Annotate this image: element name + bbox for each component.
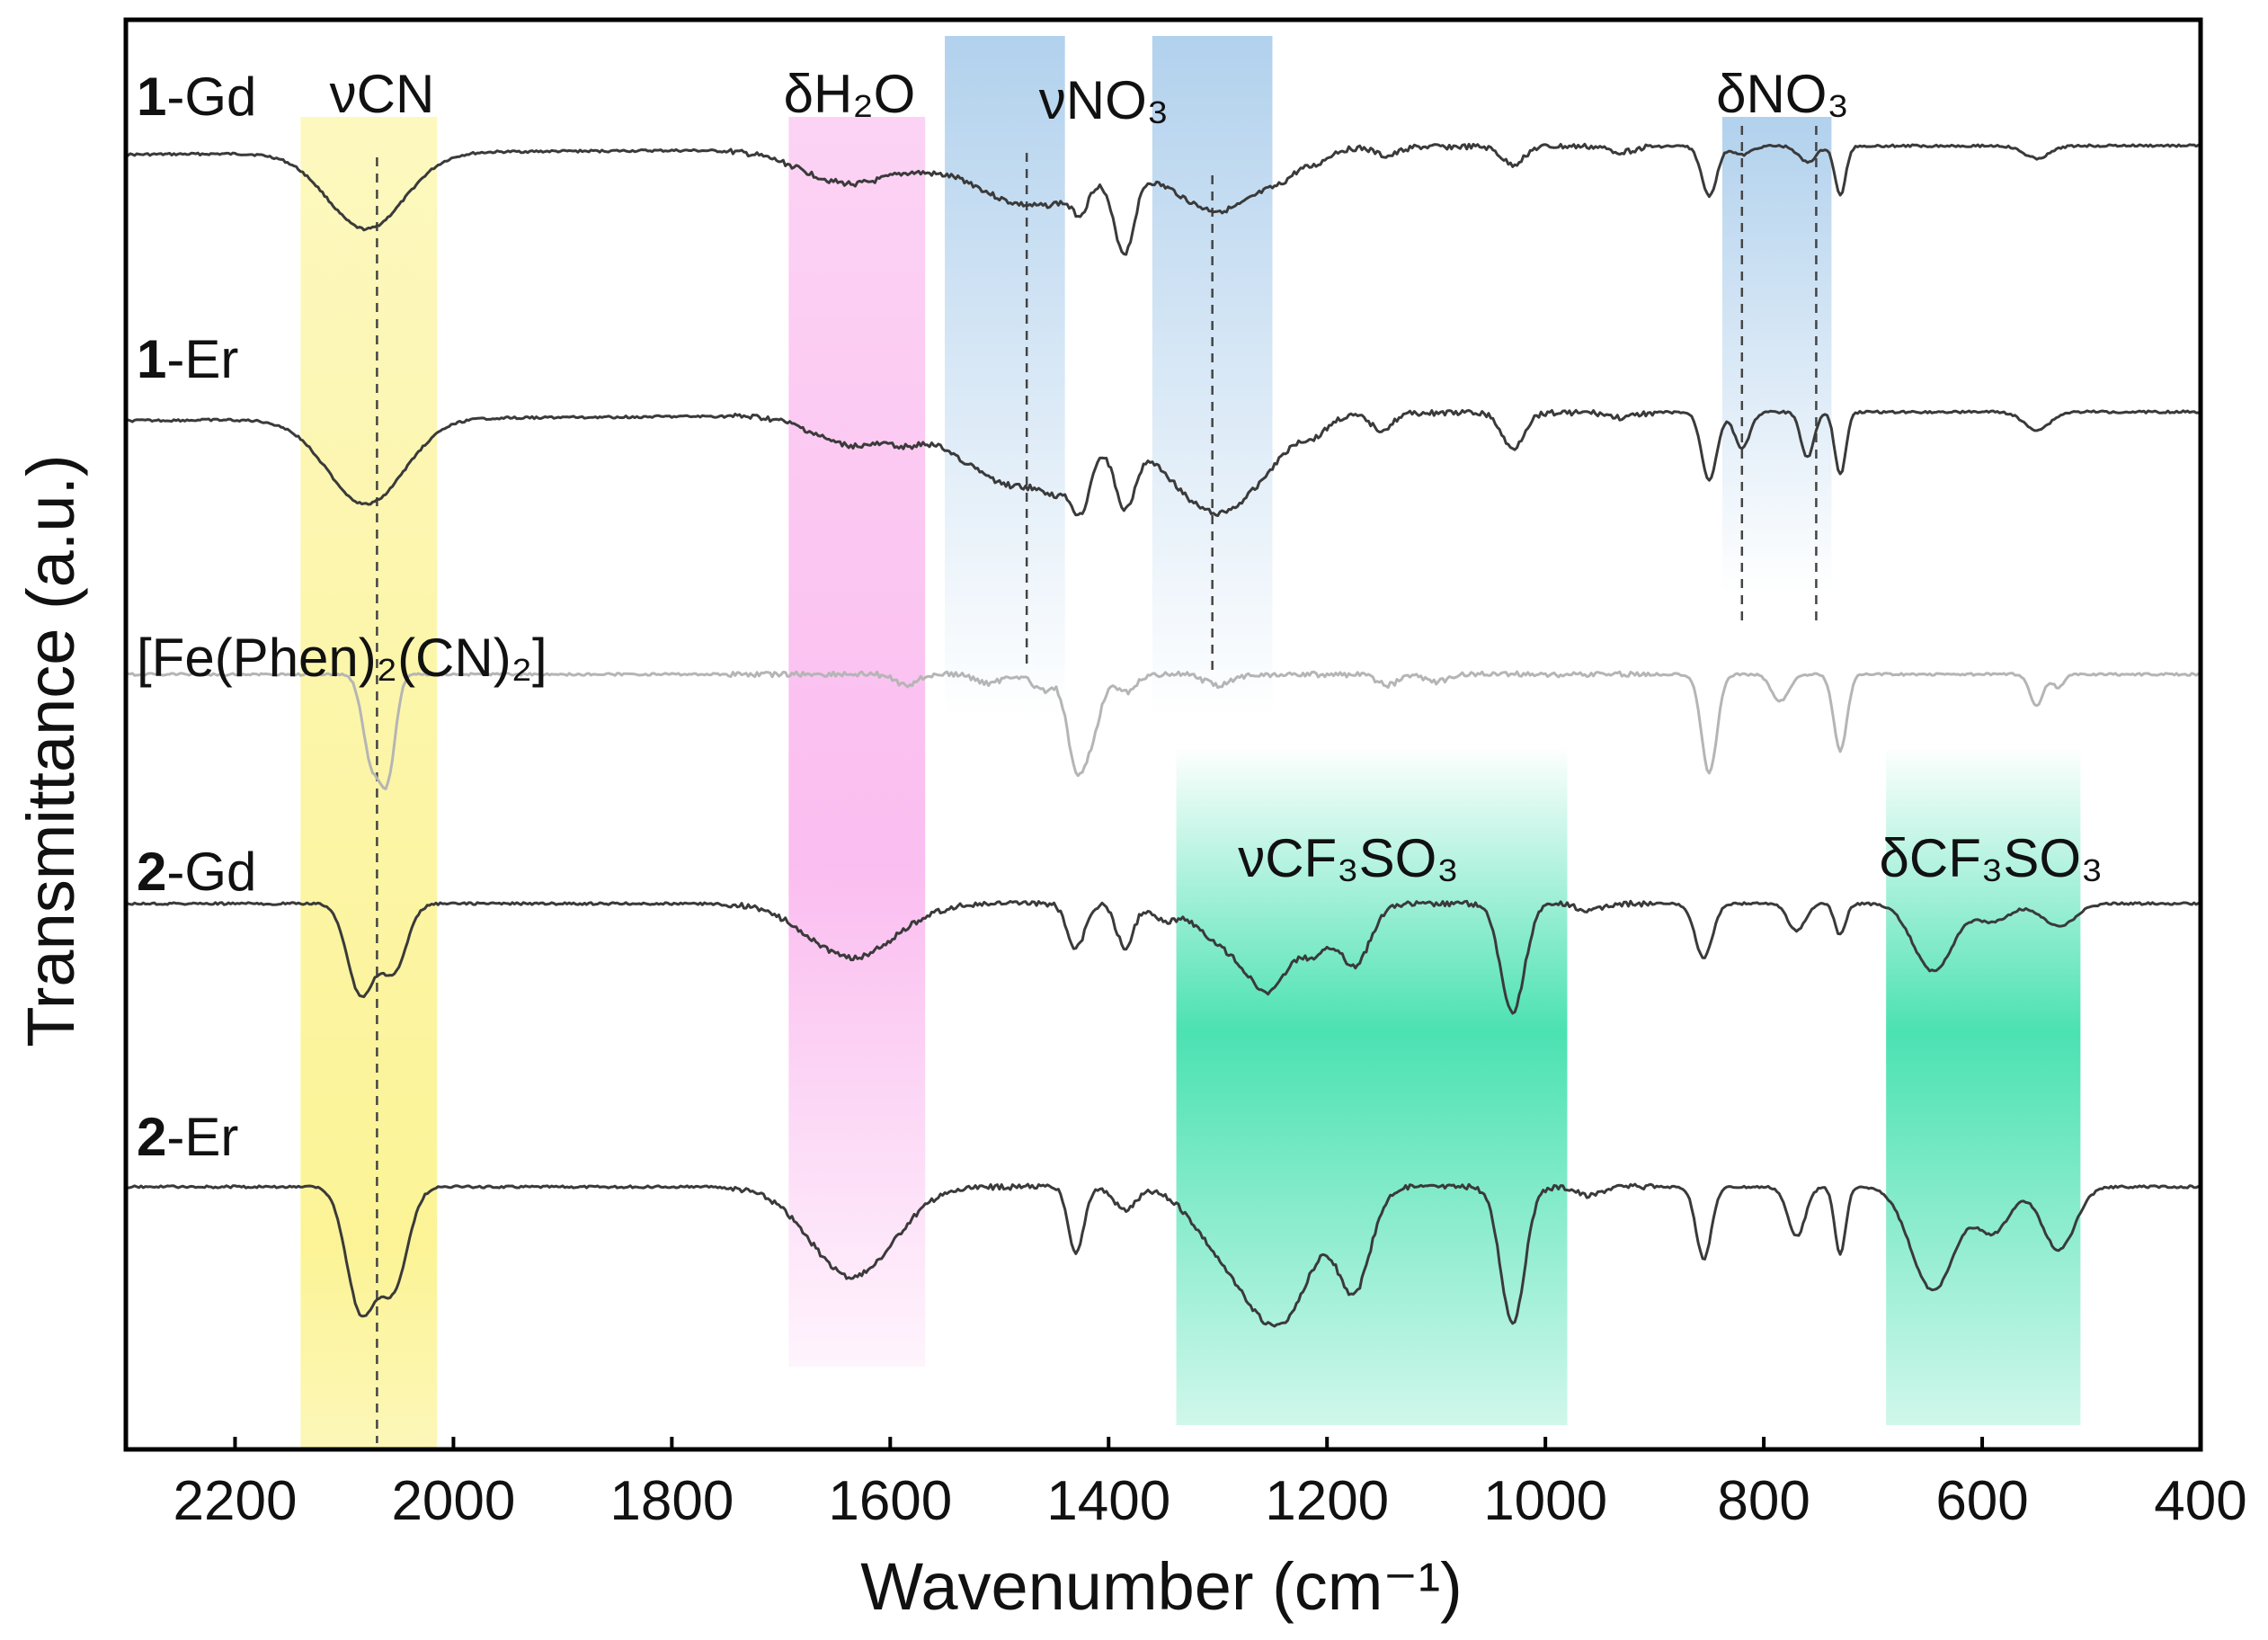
x-tick-label-6: 1000 xyxy=(1483,1470,1607,1532)
x-tick-label-9: 400 xyxy=(2154,1470,2246,1532)
x-axis-title: Wavenumber (cm⁻¹) xyxy=(860,1549,1463,1624)
band-1 xyxy=(788,117,926,1367)
band-4 xyxy=(1721,117,1832,593)
spectra-lines xyxy=(125,142,2201,1328)
series-label-2: [Fe(Phen)₂(CN)₂] xyxy=(137,628,547,688)
dashed-markers xyxy=(376,126,1818,1443)
series-line-2 xyxy=(125,670,2201,790)
band-label-0: νCN xyxy=(330,64,435,124)
series-line-4 xyxy=(125,1182,2201,1328)
band-labels: νCN δH₂O νNO₃ δNO₃ νCF₃SO₃ δCF₃SO₃ xyxy=(330,64,2103,888)
series-label-1: 1-Er xyxy=(137,329,238,389)
x-tick-label-0: 2200 xyxy=(173,1470,298,1532)
series-label-4: 2-Er xyxy=(137,1107,238,1167)
band-label-4: δNO₃ xyxy=(1716,64,1849,124)
highlight-bands xyxy=(300,36,2081,1449)
band-label-6: δCF₃SO₃ xyxy=(1880,828,2103,888)
x-tick-label-7: 800 xyxy=(1717,1470,1810,1532)
x-tick-label-4: 1400 xyxy=(1046,1470,1170,1532)
series-label-0: 1-Gd xyxy=(137,67,256,127)
x-tick-label-1: 2000 xyxy=(391,1470,515,1532)
series-line-3 xyxy=(125,899,2201,1015)
series-line-1 xyxy=(125,408,2201,517)
band-6 xyxy=(1886,746,2081,1425)
series-label-3: 2-Gd xyxy=(137,842,256,902)
band-label-2: νNO₃ xyxy=(1039,70,1169,130)
x-tick-label-3: 1600 xyxy=(828,1470,952,1532)
band-label-5: νCF₃SO₃ xyxy=(1238,828,1459,888)
series-line-0 xyxy=(126,142,2201,256)
x-axis-ticks: 2200 2000 1800 1600 1400 1200 1000 800 600 400 xyxy=(173,1437,2247,1532)
y-axis-title: Transmittance (a.u.) xyxy=(13,454,88,1047)
band-label-1: δH₂O xyxy=(784,64,916,124)
x-tick-label-2: 1800 xyxy=(609,1470,734,1532)
x-tick-label-8: 600 xyxy=(1935,1470,2028,1532)
series-labels: 1-Gd 1-Er [Fe(Phen)₂(CN)₂] 2-Gd 2-Er xyxy=(137,67,547,1167)
band-5 xyxy=(1176,746,1568,1425)
x-tick-label-5: 1200 xyxy=(1265,1470,1389,1532)
plot-frame xyxy=(123,17,2203,1452)
band-2 xyxy=(945,36,1065,719)
band-0 xyxy=(300,117,438,1449)
